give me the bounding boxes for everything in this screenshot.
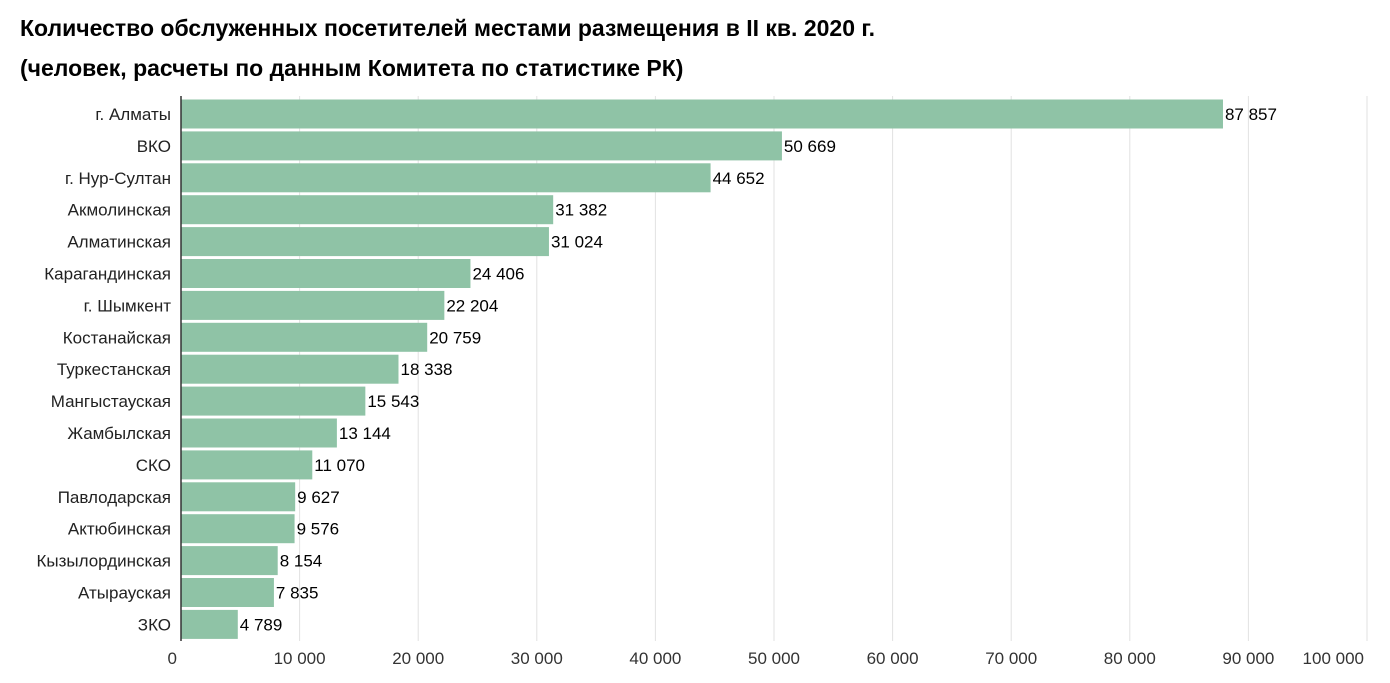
category-label: г. Нур-Султан	[65, 169, 171, 188]
category-label: Кызылординская	[36, 552, 171, 571]
value-label: 31 024	[551, 233, 603, 252]
value-label: 8 154	[280, 552, 323, 571]
x-tick-label: 100 000	[1303, 649, 1364, 668]
x-tick-label: 60 000	[867, 649, 919, 668]
category-label: г. Алматы	[95, 105, 171, 124]
bar	[181, 322, 428, 352]
bar	[181, 290, 445, 320]
category-label: Актюбинская	[68, 520, 171, 539]
bar	[181, 227, 549, 257]
x-axis-tick-labels: 0 10 000 20 000 30 000 40 000 50 000 60 000 70 …	[168, 649, 1364, 668]
x-tick-label: 70 000	[985, 649, 1037, 668]
x-tick-label: 30 000	[511, 649, 563, 668]
bar	[181, 578, 274, 607]
chart-title-block: Количество обслуженных посетителей места…	[20, 8, 875, 88]
bar	[181, 99, 1223, 129]
value-label: 50 669	[784, 137, 836, 156]
x-tick-label: 80 000	[1104, 649, 1156, 668]
bar	[181, 609, 238, 639]
bar	[181, 482, 296, 512]
value-labels: 87 857 50 669 44 652 31 382 31 024 24 406 22 2…	[240, 105, 1277, 634]
bar	[181, 386, 366, 416]
grid-lines	[299, 96, 1368, 641]
category-label: Карагандинская	[44, 265, 171, 284]
bar	[181, 131, 782, 161]
value-label: 15 543	[367, 392, 419, 411]
value-label: 24 406	[472, 265, 524, 284]
value-label: 22 204	[446, 296, 498, 315]
value-label: 44 652	[713, 169, 765, 188]
x-tick-label: 50 000	[748, 649, 800, 668]
bar	[181, 450, 313, 480]
value-label: 13 144	[339, 424, 391, 443]
chart-subtitle: (человек, расчеты по данным Комитета по …	[20, 55, 684, 81]
category-label: Атырауская	[78, 584, 171, 603]
bar	[181, 514, 295, 544]
value-label: 87 857	[1225, 105, 1277, 124]
value-label: 18 338	[400, 360, 452, 379]
value-label: 11 070	[314, 456, 365, 475]
bar	[181, 354, 399, 384]
category-label: Мангыстауская	[51, 392, 171, 411]
category-label: Павлодарская	[58, 488, 171, 507]
category-label: Костанайская	[63, 328, 171, 347]
value-label: 20 759	[429, 328, 481, 347]
value-label: 31 382	[555, 201, 607, 220]
value-label: 9 576	[297, 520, 340, 539]
category-labels: г. Алматы ВКО г. Нур-Султан Акмолинская Алма…	[36, 105, 171, 634]
category-label: СКО	[136, 456, 171, 475]
bar	[181, 546, 278, 576]
value-label: 9 627	[297, 488, 340, 507]
category-label: ВКО	[137, 137, 171, 156]
x-tick-label: 0	[168, 649, 177, 668]
bar	[181, 418, 337, 448]
bar	[181, 195, 554, 225]
bars	[181, 99, 1223, 639]
category-label: Жамбылская	[67, 424, 171, 443]
x-tick-label: 40 000	[629, 649, 681, 668]
chart-title: Количество обслуженных посетителей места…	[20, 15, 876, 41]
value-label: 7 835	[276, 584, 319, 603]
bar	[181, 259, 471, 288]
category-label: ЗКО	[138, 615, 171, 634]
category-label: Акмолинская	[68, 201, 171, 220]
category-label: г. Шымкент	[84, 296, 172, 315]
x-tick-label: 10 000	[274, 649, 326, 668]
x-tick-label: 90 000	[1222, 649, 1274, 668]
category-label: Алматинская	[67, 233, 171, 252]
x-tick-label: 20 000	[392, 649, 444, 668]
value-label: 4 789	[240, 615, 283, 634]
bar	[181, 163, 711, 193]
category-label: Туркестанская	[57, 360, 171, 379]
